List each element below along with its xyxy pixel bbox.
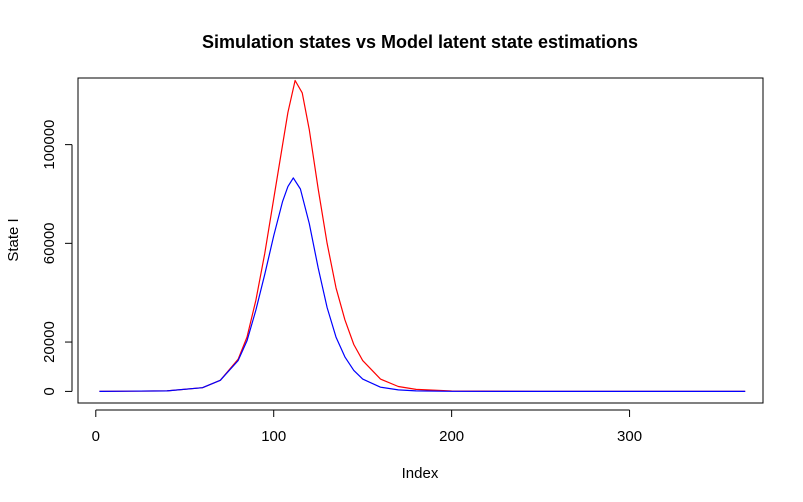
series-layer xyxy=(99,79,746,392)
y-tick-label: 100000 xyxy=(41,120,58,170)
y-axis-label: State I xyxy=(5,218,22,261)
series-line-2 xyxy=(99,177,746,392)
chart-title: Simulation states vs Model latent state … xyxy=(202,32,638,52)
y-axis: 0 20000 60000 100000 xyxy=(41,120,73,396)
y-tick-label: 20000 xyxy=(41,321,58,363)
y-tick-label: 0 xyxy=(41,387,58,395)
plot-frame xyxy=(77,77,764,404)
y-tick-label: 60000 xyxy=(41,222,58,264)
x-tick-label: 300 xyxy=(617,428,642,445)
x-tick-label: 0 xyxy=(92,428,100,445)
x-axis: 0 100 200 300 xyxy=(92,409,642,445)
x-tick-label: 200 xyxy=(439,428,464,445)
x-axis-label: Index xyxy=(402,465,439,482)
series-line-1 xyxy=(99,79,746,392)
x-tick-label: 100 xyxy=(261,428,286,445)
